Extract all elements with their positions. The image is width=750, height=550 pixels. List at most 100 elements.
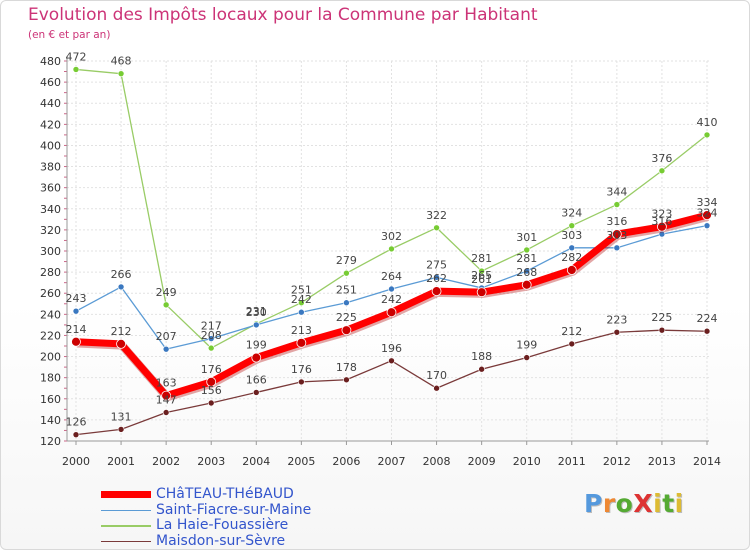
data-point (343, 299, 350, 307)
data-point (343, 376, 350, 384)
legend-swatch-la-haie-fouassiere (101, 525, 151, 527)
data-point (117, 426, 125, 433)
y-tick-label: 180 (40, 372, 61, 385)
data-label: 322 (426, 209, 447, 222)
data-point (161, 390, 172, 401)
x-tick-label: 2005 (287, 455, 315, 468)
data-label: 301 (516, 231, 537, 244)
data-label: 242 (291, 293, 312, 306)
data-point (72, 66, 80, 73)
data-point (162, 409, 170, 416)
data-label: 275 (426, 258, 447, 271)
y-tick-label: 160 (40, 393, 61, 406)
data-point (162, 301, 170, 309)
y-tick-label: 400 (40, 139, 61, 152)
x-tick-label: 2009 (468, 455, 496, 468)
data-point (207, 399, 215, 407)
data-label: 303 (561, 229, 582, 242)
data-label: 261 (471, 273, 492, 286)
data-point (116, 338, 126, 349)
data-label: 196 (381, 342, 402, 355)
data-point (433, 384, 440, 392)
data-label: 147 (156, 394, 177, 407)
data-label: 166 (246, 373, 267, 386)
data-label: 242 (381, 293, 402, 306)
data-point (523, 267, 531, 275)
data-label: 324 (561, 207, 582, 220)
data-point (658, 167, 666, 175)
x-tick-label: 2007 (378, 455, 406, 468)
y-tick-label: 320 (40, 224, 61, 237)
data-point (296, 337, 307, 348)
data-point (613, 244, 621, 252)
chart-subtitle: (en € et par an) (28, 29, 111, 41)
data-label: 251 (291, 284, 312, 297)
data-label: 251 (336, 284, 357, 297)
legend-label-la-haie-fouassiere: La Haie-Fouassière (156, 517, 289, 533)
data-point (341, 325, 352, 336)
data-point (298, 378, 305, 386)
x-tick-label: 2004 (242, 455, 270, 468)
y-tick-label: 260 (40, 287, 61, 300)
data-label: 126 (66, 416, 87, 429)
proxiti-logo: ProXiti (584, 489, 684, 518)
data-label: 224 (697, 312, 718, 325)
data-label: 170 (426, 369, 447, 382)
x-tick-label: 2003 (197, 455, 225, 468)
data-label: 472 (66, 50, 87, 63)
data-label: 323 (651, 208, 672, 221)
y-tick-label: 440 (40, 97, 61, 110)
data-label: 231 (246, 305, 267, 318)
data-point (568, 222, 576, 229)
data-label: 212 (561, 325, 582, 338)
data-point (252, 321, 260, 329)
y-tick-label: 360 (40, 182, 61, 195)
logo-letter: i (653, 489, 663, 518)
data-point (658, 326, 666, 334)
x-tick-label: 2002 (152, 455, 180, 468)
series-layer (71, 66, 712, 438)
data-point (568, 244, 576, 252)
data-label: 281 (516, 252, 537, 265)
data-label: 344 (606, 186, 627, 199)
legend-swatch-chateau-thebaud (101, 491, 151, 498)
data-label: 279 (336, 254, 357, 267)
x-tick-label: 2000 (62, 455, 90, 468)
data-point (703, 327, 711, 335)
data-label: 176 (291, 363, 312, 376)
data-point (431, 286, 442, 297)
data-label: 249 (156, 286, 177, 299)
data-point (343, 269, 350, 277)
data-point (478, 267, 485, 275)
data-point (71, 336, 81, 347)
data-label: 188 (471, 350, 492, 363)
y-tick-label: 380 (40, 161, 61, 174)
data-point (568, 340, 576, 348)
y-tick-label: 220 (40, 329, 61, 342)
data-label: 156 (201, 384, 222, 397)
data-point (117, 70, 125, 77)
data-label: 199 (246, 339, 267, 352)
legend-label-maisdon-sur-sevre: Maisdon-sur-Sèvre (156, 532, 286, 549)
data-point (566, 265, 577, 275)
data-label: 376 (651, 152, 672, 165)
data-point (703, 131, 711, 139)
data-label: 243 (66, 292, 87, 305)
data-point (251, 352, 262, 363)
data-label: 225 (336, 311, 357, 324)
data-point (388, 285, 395, 293)
data-label: 410 (697, 116, 718, 129)
data-label: 208 (201, 329, 222, 342)
data-point (611, 229, 622, 240)
data-label: 281 (471, 252, 492, 265)
logo-letter: i (674, 489, 684, 518)
data-point (252, 389, 260, 396)
logo-letter: t (662, 489, 675, 518)
data-point (207, 335, 215, 342)
chart-title: Evolution des Impôts locaux pour la Comm… (28, 5, 538, 25)
data-label: 178 (336, 361, 357, 374)
y-tick-label: 200 (40, 351, 61, 364)
data-point (521, 279, 532, 290)
